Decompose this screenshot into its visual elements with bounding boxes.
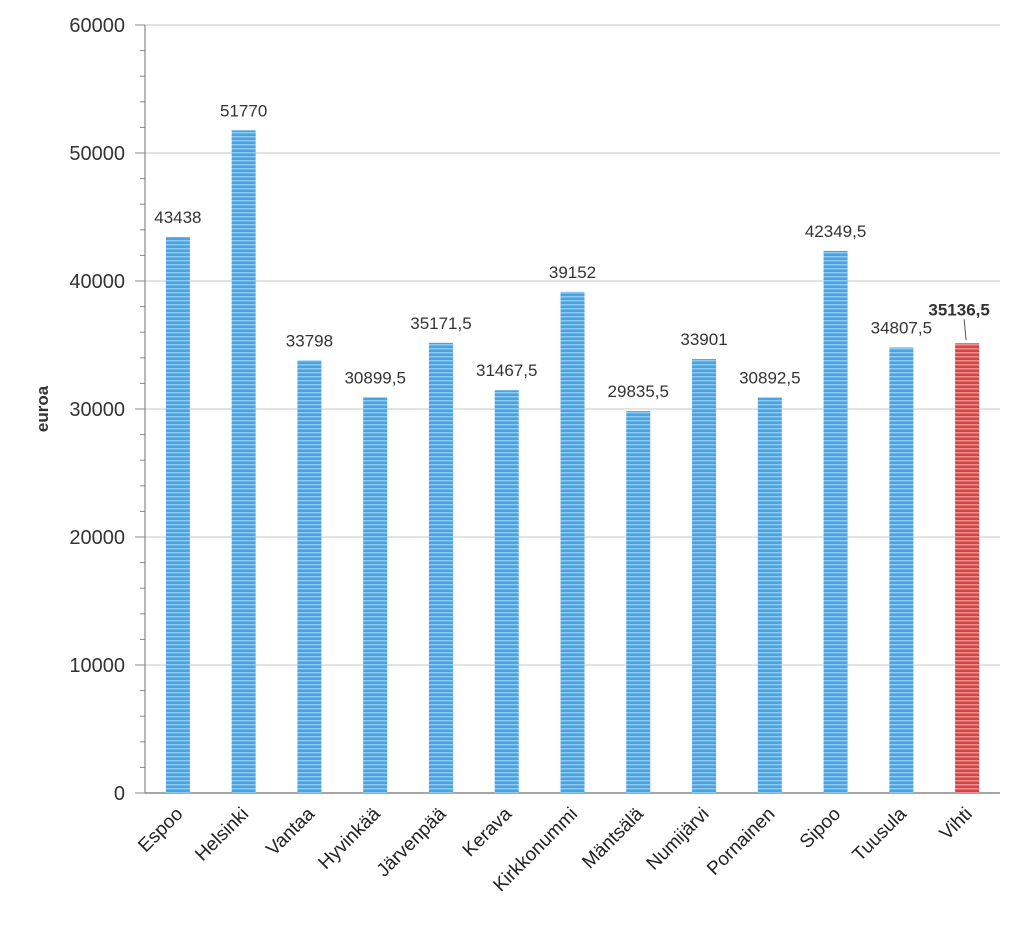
bar <box>494 390 519 793</box>
data-label: 35136,5 <box>928 300 989 319</box>
bar <box>560 291 585 793</box>
data-label: 34807,5 <box>871 318 932 337</box>
y-tick-label: 0 <box>114 783 125 805</box>
data-label-leader <box>963 319 967 341</box>
bar <box>165 236 190 794</box>
data-label: 51770 <box>220 101 267 120</box>
x-tick-label: Tuusula <box>849 803 911 865</box>
bar <box>231 130 256 793</box>
bar <box>626 411 651 793</box>
data-label: 35171,5 <box>410 314 471 333</box>
x-tick-label: Espoo <box>134 804 187 857</box>
data-label: 42349,5 <box>805 222 866 241</box>
data-label: 29835,5 <box>608 382 669 401</box>
bars <box>165 130 980 794</box>
bar <box>823 250 848 794</box>
data-label: 43438 <box>154 208 201 227</box>
y-tick-label: 40000 <box>69 271 125 293</box>
x-tick-label: Mäntsälä <box>578 803 648 873</box>
data-label: 33901 <box>680 330 727 349</box>
x-tick-label: Helsinki <box>191 804 253 866</box>
x-tick-label: Järvenpää <box>373 803 451 881</box>
x-tick-label: Sipoo <box>796 804 845 853</box>
labels: 0 10000 20000 30000 40000 50000 60000 43438 Espo… <box>69 15 989 896</box>
y-axis-title: euroa <box>33 385 52 432</box>
x-tick-label: Vantaa <box>263 803 320 860</box>
bar <box>889 347 914 793</box>
bar <box>955 343 980 793</box>
y-tick-label: 50000 <box>69 143 125 165</box>
bar <box>363 397 388 793</box>
data-label: 30892,5 <box>739 369 800 388</box>
data-label: 39152 <box>549 263 596 282</box>
x-tick-label: Hyvinkää <box>315 803 385 873</box>
x-tick-label: Kerava <box>459 803 517 861</box>
bar <box>692 359 717 793</box>
data-label: 33798 <box>286 331 333 350</box>
x-tick-label: Vihti <box>936 804 977 845</box>
y-tick-label: 10000 <box>69 655 125 677</box>
y-tick-label: 20000 <box>69 527 125 549</box>
y-tick-label: 60000 <box>69 15 125 37</box>
data-label: 31467,5 <box>476 361 537 380</box>
data-label: 30899,5 <box>344 368 405 387</box>
bar <box>428 342 453 793</box>
bar <box>297 360 322 793</box>
x-tick-label: Pornainen <box>703 804 779 880</box>
bar <box>757 397 782 793</box>
y-tick-label: 30000 <box>69 399 125 421</box>
